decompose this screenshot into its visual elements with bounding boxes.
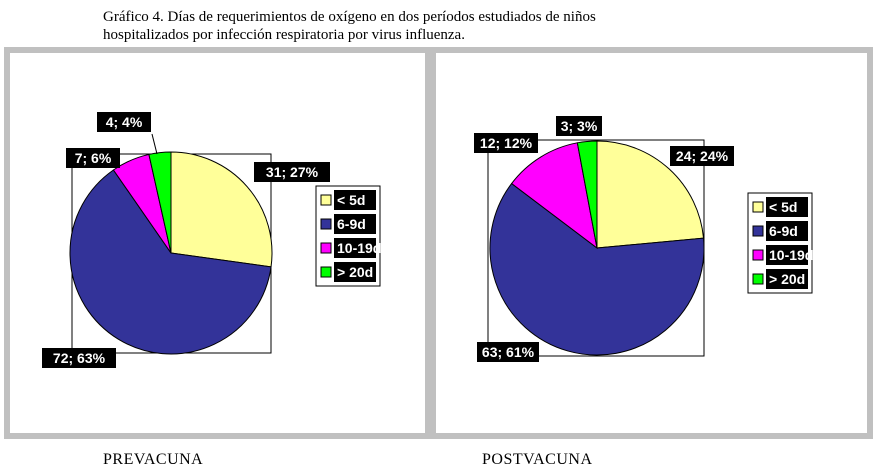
svg-text:6-9d: 6-9d — [337, 216, 366, 232]
pie-slice-postvacuna-0 — [596, 140, 705, 249]
svg-text:63; 61%: 63; 61% — [482, 344, 535, 360]
pie-slice-prevacuna-3 — [148, 151, 172, 254]
data-label-postvacuna-1: 63; 61% — [477, 342, 539, 362]
caption-line-2: hospitalizados por infección respiratori… — [103, 27, 465, 43]
svg-text:6-9d: 6-9d — [769, 223, 798, 239]
legend-postvacuna: < 5d 6-9d 10-19d > 20d — [747, 192, 813, 294]
legend-item-prevacuna-0: < 5d — [320, 190, 376, 210]
data-label-postvacuna-0: 24; 24% — [670, 146, 734, 166]
svg-text:10-19d: 10-19d — [769, 247, 813, 263]
pie-postvacuna: 24; 24% 63; 61% 12; 12% 3; 3% < 5d 6-9d 10-19d… — [474, 116, 813, 362]
svg-text:7; 6%: 7; 6% — [75, 150, 112, 166]
legend-item-postvacuna-3: > 20d — [752, 269, 808, 289]
pie-slice-prevacuna-1 — [69, 169, 272, 355]
svg-text:> 20d: > 20d — [769, 271, 805, 287]
pie-prevacuna: 31; 27% 72; 63% 7; 6% 4; 4% < 5d 6-9d 10-19d > … — [42, 112, 381, 368]
data-label-prevacuna-1: 72; 63% — [42, 348, 116, 368]
legend-item-prevacuna-1: 6-9d — [320, 214, 376, 234]
data-label-prevacuna-0: 31; 27% — [254, 162, 330, 182]
svg-text:< 5d: < 5d — [337, 192, 365, 208]
svg-text:72; 63%: 72; 63% — [53, 350, 106, 366]
pie-slice-postvacuna-2 — [510, 142, 598, 250]
pie-slice-prevacuna-0 — [170, 151, 273, 268]
svg-text:10-19d: 10-19d — [337, 240, 381, 256]
pie-slice-postvacuna-1 — [489, 182, 705, 356]
data-label-prevacuna-3: 4; 4% — [97, 112, 151, 132]
period-label-postvacuna: POSTVACUNA — [482, 451, 593, 468]
leader-line — [151, 133, 158, 155]
data-label-postvacuna-2: 12; 12% — [474, 133, 538, 153]
svg-text:24; 24%: 24; 24% — [676, 148, 729, 164]
svg-text:4; 4%: 4; 4% — [106, 114, 143, 130]
svg-text:< 5d: < 5d — [769, 199, 797, 215]
legend-item-postvacuna-2: 10-19d — [752, 245, 813, 265]
svg-text:12; 12%: 12; 12% — [480, 135, 533, 151]
data-label-prevacuna-2: 7; 6% — [66, 148, 120, 168]
legend-item-postvacuna-1: 6-9d — [752, 221, 808, 241]
chart-caption: Gráfico 4. Días de requerimientos de oxí… — [103, 8, 803, 44]
pie-slice-postvacuna-3 — [576, 140, 598, 249]
svg-text:3; 3%: 3; 3% — [561, 118, 598, 134]
legend-item-prevacuna-2: 10-19d — [320, 238, 381, 258]
period-label-prevacuna: PREVACUNA — [103, 451, 204, 468]
legend-prevacuna: < 5d 6-9d 10-19d > 20d — [315, 185, 381, 287]
svg-text:31; 27%: 31; 27% — [266, 164, 319, 180]
caption-line-1: Gráfico 4. Días de requerimientos de oxí… — [103, 9, 596, 25]
svg-text:> 20d: > 20d — [337, 264, 373, 280]
data-label-postvacuna-3: 3; 3% — [556, 116, 602, 136]
legend-item-prevacuna-3: > 20d — [320, 262, 376, 282]
legend-item-postvacuna-0: < 5d — [752, 197, 808, 217]
